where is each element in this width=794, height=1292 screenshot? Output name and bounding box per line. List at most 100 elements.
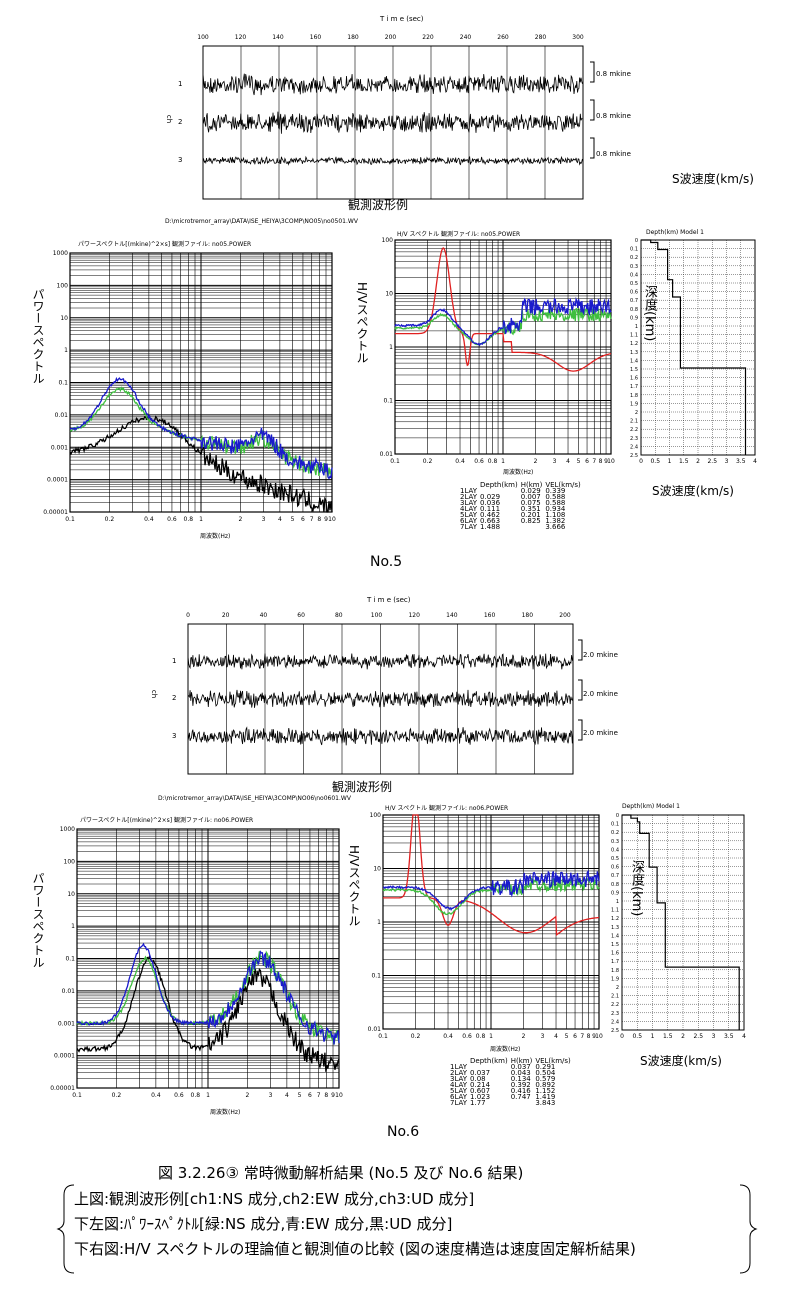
- layer-cell: 0.036: [480, 499, 501, 507]
- wave-tick-label: 280: [534, 34, 547, 41]
- layer-cell: 1.023: [470, 1093, 491, 1101]
- x-tick-label: 0.6: [462, 1033, 472, 1040]
- layer-row: 5LAY 0.462 0.201 1.108: [460, 512, 584, 519]
- hv-xlabel: 周波数(Hz): [503, 469, 534, 476]
- x-tick-label: 6: [585, 458, 589, 465]
- x-tick-label: 5: [298, 1092, 302, 1099]
- depth-tick-label: 1.1: [630, 333, 638, 339]
- depth-tick-label: 1.5: [630, 367, 638, 373]
- layer-cell: 0.134: [510, 1075, 531, 1083]
- scale-label: 2.0 mkine: [583, 690, 618, 698]
- velocity-profile: [641, 239, 747, 455]
- y-tick-label: 1: [64, 347, 68, 354]
- spectrum-ew: [69, 376, 333, 480]
- x-tick-label: 0.1: [390, 458, 400, 465]
- layer-row: 7LAY 1.77 3.843: [450, 1099, 574, 1107]
- vel-label: S波速度(km/s): [652, 484, 734, 498]
- depth-tick-label: 2.2: [630, 427, 638, 433]
- x-tick-label: 0.4: [151, 1092, 161, 1099]
- depth-tick-label: 2: [616, 985, 619, 991]
- wave-title: 観測波形例: [332, 780, 393, 794]
- layer-cell: 0.747: [510, 1093, 531, 1101]
- x-tick-label: 6: [301, 516, 305, 523]
- depth-tick-label: 0.2: [630, 255, 638, 261]
- wave-tick-label: 120: [408, 612, 420, 619]
- waveform-trace: [187, 726, 574, 746]
- wave-tick-label: 80: [334, 612, 343, 619]
- spectrum-header: パワースペクトル[(mkine)^2×s] 観測ファイル: no05.POWER: [78, 241, 252, 248]
- waveform-trace: [202, 111, 583, 134]
- y-tick-label: 0.00001: [43, 509, 68, 516]
- spectrum-ud: [76, 954, 340, 1072]
- depth-tick-label: 0.1: [611, 822, 619, 828]
- wave-time-label: T i m e (sec): [367, 596, 411, 604]
- layer-header: Depth(km): [470, 1057, 508, 1065]
- layer-cell: 3LAY: [450, 1075, 468, 1083]
- vel-tick-label: 0.5: [632, 1033, 642, 1040]
- layer-cell: 0.504: [535, 1069, 556, 1077]
- channel-label: 3: [172, 732, 177, 740]
- hv-ylabel: H/Vスペクトル: [355, 282, 369, 364]
- layer-cell: 4LAY: [460, 505, 478, 513]
- figure-label: No.5: [370, 554, 403, 570]
- y-tick-label: 0.01: [368, 1026, 382, 1033]
- layer-row: 6LAY 1.023 0.747 1.419: [450, 1093, 574, 1101]
- x-tick-label: 8: [317, 516, 321, 523]
- layer-cell: 0.892: [535, 1081, 556, 1089]
- layer-cell: 0.08: [470, 1075, 486, 1083]
- depth-tick-label: 1.2: [611, 916, 619, 922]
- y-tick-label: 10: [385, 291, 393, 298]
- wave-title: 観測波形例: [348, 198, 409, 212]
- channel-label: 3: [178, 156, 183, 164]
- layer-cell: 0.663: [480, 517, 501, 525]
- wave-tick-label: 180: [521, 612, 534, 619]
- y-tick-label: 0.1: [65, 956, 75, 963]
- depth-tick-label: 2: [635, 410, 638, 416]
- y-tick-label: 10: [60, 315, 68, 322]
- wave-tick-label: 40: [259, 612, 268, 619]
- layer-cell: 0.588: [545, 493, 566, 501]
- scale-bars: [590, 61, 595, 159]
- x-tick-label: 0.4: [144, 516, 154, 523]
- vel-tick-label: 1: [668, 458, 672, 465]
- depth-tick-label: 1.4: [630, 358, 638, 364]
- y-tick-label: 0.001: [58, 1020, 75, 1027]
- x-tick-label: 0.1: [65, 516, 75, 523]
- spectrum-ew: [76, 942, 340, 1045]
- scale-label: 2.0 mkine: [583, 729, 618, 737]
- wave-tick-label: 140: [272, 34, 284, 41]
- layer-cell: 0.588: [545, 499, 566, 507]
- x-tick-label: 0.2: [423, 458, 433, 465]
- hv-theory: [383, 814, 600, 937]
- scale-bars: [578, 639, 583, 741]
- depth-tick-label: 0.3: [630, 264, 638, 270]
- x-tick-label: 5: [565, 1033, 569, 1040]
- spectrum-ylabel: パワースペクトル: [31, 872, 45, 968]
- layer-cell: 1.152: [535, 1087, 556, 1095]
- caption-bracket: [56, 1184, 758, 1274]
- layer-cell: 0.825: [520, 517, 541, 525]
- x-tick-label: 6: [573, 1033, 577, 1040]
- x-tick-label: 0.4: [455, 458, 465, 465]
- waveform-trace: [202, 155, 583, 166]
- depth-tick-label: 2.4: [611, 1019, 619, 1025]
- hv-ew: [382, 869, 600, 911]
- depth-tick-label: 0.7: [611, 873, 619, 879]
- wave-tick-label: 300: [572, 34, 584, 41]
- depth-tick-label: 2.1: [630, 419, 638, 425]
- layer-cell: 2LAY: [450, 1069, 468, 1077]
- caption-line: 上図:観測波形例[ch1:NS 成分,ch2:EW 成分,ch3:UD 成分]: [74, 1190, 475, 1208]
- layer-cell: 0.029: [520, 487, 541, 495]
- layer-row: 2LAY 0.037 0.043 0.504: [450, 1069, 574, 1077]
- wave-tick-label: 100: [197, 34, 209, 41]
- depth-tick-label: 0.3: [611, 839, 619, 845]
- y-tick-label: 10: [67, 891, 75, 898]
- layer-cell: 1LAY: [460, 487, 478, 495]
- layer-cell: 3.843: [535, 1099, 556, 1107]
- depth-tick-label: 1.3: [611, 925, 619, 931]
- x-tick-label: 7: [580, 1033, 584, 1040]
- layer-header: VEL(km/s): [535, 1057, 571, 1065]
- hv-ew: [394, 296, 612, 347]
- depth-tick-label: 1: [635, 324, 638, 330]
- hv-ns: [394, 307, 612, 346]
